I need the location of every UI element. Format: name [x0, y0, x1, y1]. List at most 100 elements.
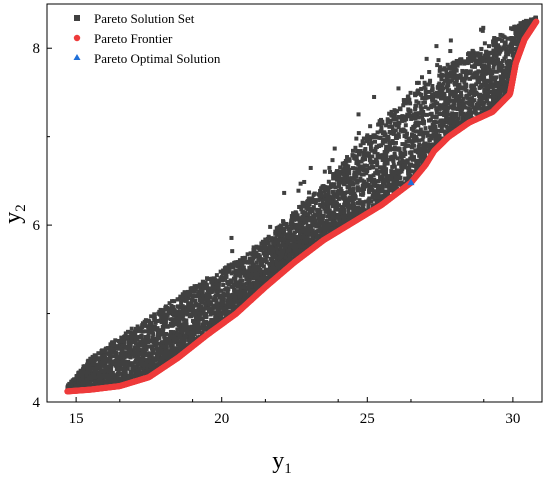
- solution-point: [482, 87, 487, 92]
- solution-point: [233, 262, 238, 267]
- solution-point: [452, 60, 457, 65]
- solution-point: [500, 38, 505, 43]
- solution-point: [106, 369, 111, 374]
- solution-point: [336, 180, 341, 185]
- solution-point: [133, 359, 138, 364]
- solution-point: [221, 268, 226, 273]
- solution-point: [81, 381, 86, 386]
- solution-point: [402, 134, 407, 139]
- solution-point: [455, 73, 460, 78]
- solution-point: [224, 272, 229, 277]
- solution-point: [196, 302, 201, 307]
- solution-point: [150, 335, 155, 340]
- solution-point: [425, 95, 430, 100]
- solution-point: [284, 221, 289, 226]
- solution-point: [486, 64, 491, 69]
- solution-point: [69, 381, 74, 386]
- solution-point: [419, 132, 424, 137]
- solution-point: [133, 345, 138, 350]
- solution-point: [298, 229, 303, 234]
- solution-point: [322, 184, 327, 189]
- solution-point: [352, 173, 357, 178]
- solution-point: [391, 141, 396, 146]
- solution-point: [197, 304, 202, 309]
- solution-point: [86, 358, 91, 363]
- solution-point: [412, 155, 417, 160]
- solution-point: [126, 373, 131, 378]
- solution-point: [348, 187, 353, 192]
- solution-point: [147, 326, 152, 331]
- solution-point: [223, 292, 228, 297]
- solution-point: [387, 111, 392, 116]
- solution-point: [434, 120, 439, 125]
- solution-point: [374, 159, 379, 164]
- solution-point: [174, 318, 179, 323]
- solution-point: [423, 105, 428, 110]
- solution-point: [446, 74, 451, 79]
- solution-point: [405, 179, 410, 184]
- solution-point: [359, 172, 364, 177]
- solution-point: [126, 343, 131, 348]
- solution-point: [378, 195, 383, 200]
- solution-point: [470, 91, 475, 96]
- solution-point: [313, 201, 318, 206]
- solution-point: [234, 304, 239, 309]
- solution-point: [274, 245, 279, 250]
- solution-point: [327, 226, 332, 231]
- solution-point: [238, 303, 243, 308]
- solution-point: [510, 44, 515, 49]
- solution-point: [456, 83, 461, 88]
- solution-point: [317, 209, 322, 214]
- solution-point: [137, 370, 142, 375]
- solution-point: [215, 282, 220, 287]
- solution-point: [505, 49, 510, 54]
- solution-point: [464, 82, 469, 87]
- solution-point: [199, 304, 204, 309]
- solution-point: [459, 122, 464, 127]
- solution-point: [269, 275, 274, 280]
- solution-point: [190, 297, 195, 302]
- solution-point: [409, 169, 414, 174]
- solution-point: [119, 362, 124, 367]
- solution-point: [168, 343, 173, 348]
- solution-point: [478, 52, 483, 57]
- solution-point: [490, 75, 495, 80]
- solution-point: [346, 207, 351, 212]
- solution-point: [494, 75, 499, 80]
- solution-point: [313, 198, 318, 203]
- solution-point: [445, 82, 450, 87]
- solution-point: [441, 86, 446, 91]
- solution-point: [495, 98, 500, 103]
- solution-point: [308, 218, 313, 223]
- solution-point: [258, 269, 263, 274]
- solution-point: [494, 69, 499, 74]
- solution-point: [353, 156, 358, 161]
- solution-point: [140, 321, 145, 326]
- solution-point: [320, 220, 325, 225]
- solution-point: [421, 96, 426, 101]
- solution-point: [404, 139, 409, 144]
- solution-point: [374, 168, 379, 173]
- solution-point: [401, 162, 406, 167]
- solution-point: [161, 319, 166, 324]
- solution-point: [171, 317, 176, 322]
- solution-point: [347, 171, 352, 176]
- solution-point: [177, 339, 182, 344]
- solution-point: [440, 91, 445, 96]
- solution-point: [106, 359, 111, 364]
- solution-point: [469, 85, 474, 90]
- solution-point: [456, 75, 461, 80]
- solution-point: [442, 73, 447, 78]
- solution-point: [179, 347, 184, 352]
- solution-point: [251, 256, 256, 261]
- solution-point: [340, 212, 345, 217]
- solution-point: [128, 369, 133, 374]
- solution-point: [479, 64, 484, 69]
- solution-point: [225, 280, 230, 285]
- solution-point: [403, 176, 408, 181]
- solution-point: [358, 149, 363, 154]
- solution-point: [135, 346, 140, 351]
- solution-point: [80, 376, 85, 381]
- solution-point: [469, 58, 474, 63]
- solution-point: [170, 337, 175, 342]
